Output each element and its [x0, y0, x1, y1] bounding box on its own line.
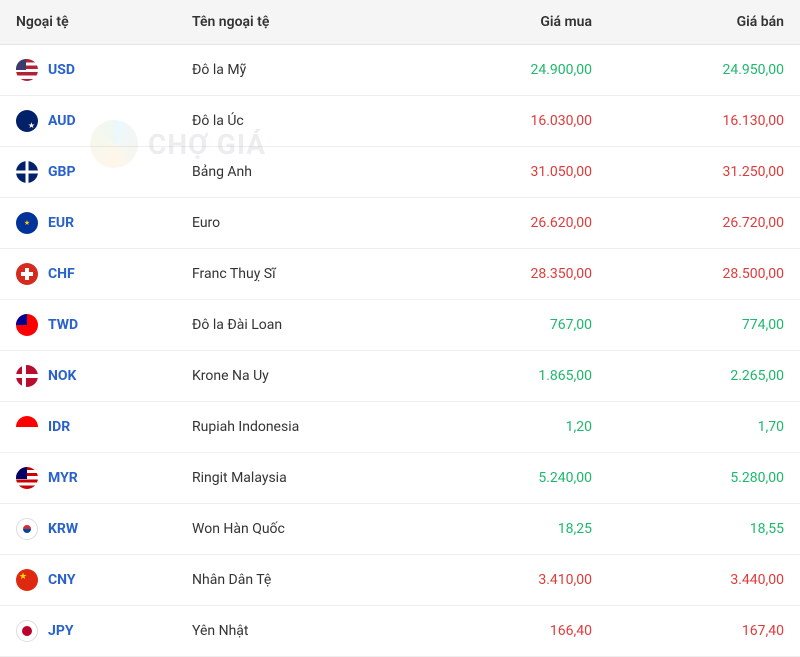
- flag-icon: [16, 467, 38, 489]
- table-row[interactable]: CHF Franc Thuỵ Sĩ28.350,0028.500,00: [0, 249, 800, 300]
- cell-sell: 167,40: [608, 606, 800, 657]
- cell-name: Đô la Mỹ: [176, 45, 416, 96]
- cell-name: Rupiah Indonesia: [176, 402, 416, 453]
- col-header-buy: Giá mua: [416, 0, 608, 45]
- cell-code: USD: [0, 45, 176, 96]
- cell-buy: 24.900,00: [416, 45, 608, 96]
- cell-sell: 26.720,00: [608, 198, 800, 249]
- cell-buy: 3.410,00: [416, 555, 608, 606]
- currency-code: USD: [48, 62, 75, 78]
- currency-code: CHF: [48, 266, 75, 282]
- table-row[interactable]: USD Đô la Mỹ24.900,0024.950,00: [0, 45, 800, 96]
- cell-name: Yên Nhật: [176, 606, 416, 657]
- cell-name: Krone Na Uy: [176, 351, 416, 402]
- flag-icon: [16, 59, 38, 81]
- currency-code: NOK: [48, 368, 76, 384]
- cell-code: KRW: [0, 504, 176, 555]
- cell-name: Euro: [176, 198, 416, 249]
- cell-sell: 31.250,00: [608, 147, 800, 198]
- cell-code: GBP: [0, 147, 176, 198]
- table-row[interactable]: TWD Đô la Đài Loan767,00774,00: [0, 300, 800, 351]
- flag-icon: [16, 263, 38, 285]
- flag-icon: [16, 620, 38, 642]
- table-row[interactable]: GBP Bảng Anh31.050,0031.250,00: [0, 147, 800, 198]
- table-row[interactable]: KRW Won Hàn Quốc18,2518,55: [0, 504, 800, 555]
- currency-code: IDR: [48, 419, 70, 435]
- cell-sell: 5.280,00: [608, 453, 800, 504]
- flag-icon: [16, 416, 38, 438]
- cell-code: TWD: [0, 300, 176, 351]
- cell-code: JPY: [0, 606, 176, 657]
- currency-code: TWD: [48, 317, 78, 333]
- cell-code: AUD: [0, 96, 176, 147]
- flag-icon: [16, 569, 38, 591]
- cell-name: Đô la Đài Loan: [176, 300, 416, 351]
- flag-icon: [16, 518, 38, 540]
- flag-icon: [16, 161, 38, 183]
- table-row[interactable]: IDR Rupiah Indonesia1,201,70: [0, 402, 800, 453]
- cell-code: MYR: [0, 453, 176, 504]
- cell-buy: 5.240,00: [416, 453, 608, 504]
- currency-code: GBP: [48, 164, 76, 180]
- cell-code: EUR: [0, 198, 176, 249]
- cell-name: Nhân Dân Tệ: [176, 555, 416, 606]
- cell-name: Bảng Anh: [176, 147, 416, 198]
- cell-code: CHF: [0, 249, 176, 300]
- currency-code: JPY: [48, 623, 74, 639]
- table-row[interactable]: EUR Euro26.620,0026.720,00: [0, 198, 800, 249]
- cell-sell: 28.500,00: [608, 249, 800, 300]
- cell-sell: 16.130,00: [608, 96, 800, 147]
- cell-code: NOK: [0, 351, 176, 402]
- currency-code: KRW: [48, 521, 78, 537]
- flag-icon: [16, 110, 38, 132]
- table-row[interactable]: AUD Đô la Úc16.030,0016.130,00: [0, 96, 800, 147]
- table-row[interactable]: CNY Nhân Dân Tệ3.410,003.440,00: [0, 555, 800, 606]
- table-row[interactable]: JPY Yên Nhật166,40167,40: [0, 606, 800, 657]
- flag-icon: [16, 314, 38, 336]
- col-header-code: Ngoại tệ: [0, 0, 176, 45]
- currency-code: AUD: [48, 113, 76, 129]
- table-row[interactable]: MYR Ringit Malaysia5.240,005.280,00: [0, 453, 800, 504]
- cell-buy: 26.620,00: [416, 198, 608, 249]
- table-wrapper: CHỢ GIÁ Ngoại tệ Tên ngoại tệ Giá mua Gi…: [0, 0, 800, 657]
- cell-sell: 1,70: [608, 402, 800, 453]
- table-row[interactable]: NOK Krone Na Uy1.865,002.265,00: [0, 351, 800, 402]
- cell-buy: 767,00: [416, 300, 608, 351]
- flag-icon: [16, 212, 38, 234]
- cell-code: CNY: [0, 555, 176, 606]
- col-header-sell: Giá bán: [608, 0, 800, 45]
- currency-code: MYR: [48, 470, 78, 486]
- cell-name: Đô la Úc: [176, 96, 416, 147]
- cell-buy: 16.030,00: [416, 96, 608, 147]
- cell-name: Won Hàn Quốc: [176, 504, 416, 555]
- currency-code: CNY: [48, 572, 76, 588]
- cell-buy: 31.050,00: [416, 147, 608, 198]
- cell-name: Ringit Malaysia: [176, 453, 416, 504]
- cell-buy: 18,25: [416, 504, 608, 555]
- cell-sell: 3.440,00: [608, 555, 800, 606]
- table-header: Ngoại tệ Tên ngoại tệ Giá mua Giá bán: [0, 0, 800, 45]
- cell-sell: 774,00: [608, 300, 800, 351]
- cell-sell: 18,55: [608, 504, 800, 555]
- flag-icon: [16, 365, 38, 387]
- cell-buy: 166,40: [416, 606, 608, 657]
- cell-sell: 2.265,00: [608, 351, 800, 402]
- currency-code: EUR: [48, 215, 74, 231]
- cell-buy: 1,20: [416, 402, 608, 453]
- cell-buy: 1.865,00: [416, 351, 608, 402]
- cell-code: IDR: [0, 402, 176, 453]
- cell-sell: 24.950,00: [608, 45, 800, 96]
- cell-buy: 28.350,00: [416, 249, 608, 300]
- col-header-name: Tên ngoại tệ: [176, 0, 416, 45]
- cell-name: Franc Thuỵ Sĩ: [176, 249, 416, 300]
- table-body: USD Đô la Mỹ24.900,0024.950,00 AUD Đô la Úc…: [0, 45, 800, 657]
- exchange-rate-table: Ngoại tệ Tên ngoại tệ Giá mua Giá bán US…: [0, 0, 800, 657]
